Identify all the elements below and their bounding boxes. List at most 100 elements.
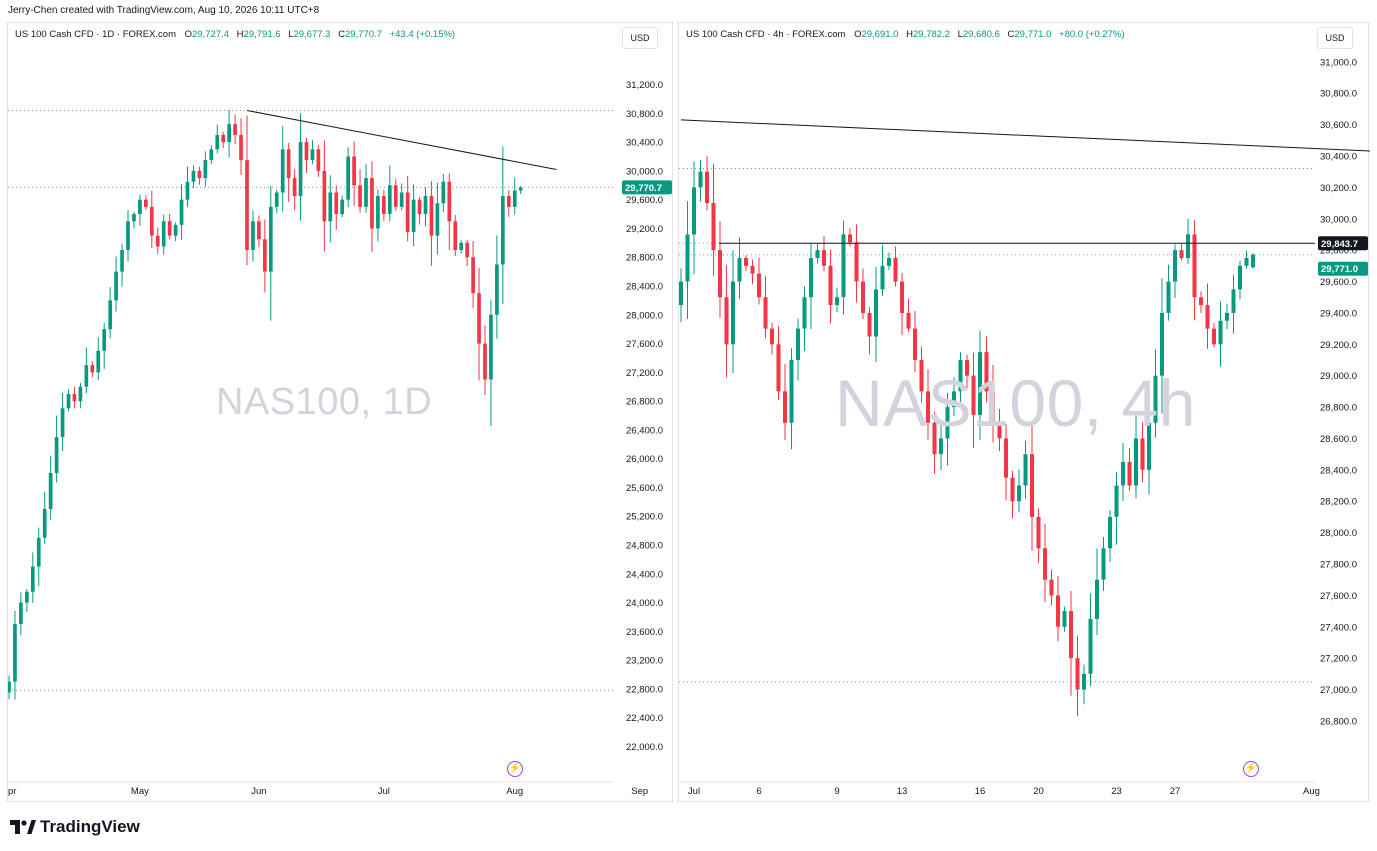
candle-body xyxy=(1010,477,1015,502)
h4-chart-panel[interactable]: 31,000.0 30,800.0 30,600.0 30,400.0 30,200.0… xyxy=(678,22,1370,803)
candle-body xyxy=(834,297,840,306)
candle-body xyxy=(298,142,303,197)
candle-body xyxy=(802,297,807,329)
high-value: 29,791.6 xyxy=(243,29,281,40)
change-value: +43.4 (+0.15%) xyxy=(389,29,456,40)
y-tick-label: 26,800.0 xyxy=(626,397,663,408)
candle-body xyxy=(711,203,716,251)
x-tick-label: Jul xyxy=(378,786,390,797)
candle-body xyxy=(382,196,386,215)
candle-body xyxy=(1166,281,1171,313)
symbol-label[interactable]: US 100 Cash CFD · 4h · FOREX.com xyxy=(686,29,846,40)
candle-body xyxy=(704,171,710,204)
y-tick-label: 30,800.0 xyxy=(1320,89,1357,100)
candle-body xyxy=(737,257,742,282)
x-tick-label: May xyxy=(131,786,149,797)
candle-body xyxy=(724,297,729,345)
close-value: 29,771.0 xyxy=(1014,29,1052,40)
daily-chart-panel[interactable]: 31,200.0 30,800.0 30,400.0 30,000.0 29,600.0… xyxy=(7,22,673,802)
candle-body xyxy=(815,250,820,258)
candle-body xyxy=(518,187,523,191)
x-tick-label: 6 xyxy=(756,786,761,797)
candle-body xyxy=(435,203,440,236)
candle-body xyxy=(1075,658,1080,690)
candle-body xyxy=(114,271,118,301)
low-label: L xyxy=(288,29,294,40)
candle-body xyxy=(1205,305,1210,329)
candle-body xyxy=(13,624,17,682)
h4-chart-canvas[interactable]: 31,000.0 30,800.0 30,600.0 30,400.0 30,200.0… xyxy=(679,23,1370,803)
y-tick-label: 24,000.0 xyxy=(626,598,663,609)
y-tick-label: 24,400.0 xyxy=(626,569,663,580)
candle-body xyxy=(245,160,249,251)
last-price-label-bg xyxy=(622,180,672,195)
candle-body xyxy=(808,257,814,298)
x-tick-label: Aug xyxy=(506,786,523,797)
candle-body xyxy=(1185,234,1191,258)
candle-body xyxy=(1224,312,1230,321)
candle-body xyxy=(120,250,124,272)
x-tick-label: Apr xyxy=(8,786,16,797)
y-tick-label: 30,000.0 xyxy=(1320,214,1357,225)
chart-attribution: Jerry-Chen created with TradingView.com,… xyxy=(8,5,320,16)
candle-body xyxy=(841,234,846,298)
currency-button[interactable]: USD xyxy=(1317,27,1353,49)
flash-icon[interactable]: ⚡ xyxy=(507,761,523,777)
candle-body xyxy=(233,124,237,135)
last-price-label-bg xyxy=(1318,261,1368,276)
y-tick-label: 27,200.0 xyxy=(626,368,663,379)
candle-body xyxy=(203,160,208,179)
candle-body xyxy=(501,196,505,265)
last-price-label: 29,771.0 xyxy=(1321,264,1358,275)
candle-body xyxy=(393,185,398,207)
candle-body xyxy=(964,359,970,376)
candle-body xyxy=(821,250,827,266)
candle-body xyxy=(90,365,95,373)
open-value: 29,727.4 xyxy=(192,29,230,40)
candle-body xyxy=(48,473,53,510)
candle-body xyxy=(263,239,267,272)
high-label: H xyxy=(236,29,244,40)
candle-body xyxy=(1211,328,1217,345)
y-tick-label: 30,400.0 xyxy=(626,138,663,149)
symbol-label[interactable]: US 100 Cash CFD · 1D · FOREX.com xyxy=(15,29,177,40)
candle-body xyxy=(860,281,866,313)
candle-body xyxy=(274,192,279,207)
candle-body xyxy=(310,149,315,161)
y-tick-label: 30,200.0 xyxy=(1320,183,1357,194)
y-tick-label: 29,200.0 xyxy=(1320,340,1357,351)
candle-body xyxy=(441,181,446,204)
candle-body xyxy=(155,235,160,247)
candle-body xyxy=(977,352,983,415)
candle-body xyxy=(1231,289,1236,313)
candle-body xyxy=(789,359,794,423)
candle-body xyxy=(191,170,196,182)
candle-body xyxy=(847,234,853,243)
x-tick-label: 27 xyxy=(1170,786,1181,797)
level-price-label-bg xyxy=(1318,236,1368,251)
candle-body xyxy=(340,199,345,215)
x-tick-label: 13 xyxy=(897,786,908,797)
candle-body xyxy=(1107,516,1113,549)
candle-body xyxy=(990,391,996,423)
candle-body xyxy=(1088,618,1093,674)
candle-body xyxy=(489,314,493,380)
candle-body xyxy=(854,242,859,282)
candle-body xyxy=(958,359,963,392)
candle-body xyxy=(1055,595,1061,627)
candle-body xyxy=(399,192,404,207)
candle-body xyxy=(886,257,892,266)
candle-body xyxy=(257,221,261,240)
x-tick-label: 9 xyxy=(834,786,839,797)
candle-body xyxy=(743,257,749,266)
candle-body xyxy=(215,134,220,150)
currency-button[interactable]: USD xyxy=(622,27,658,49)
candle-body xyxy=(685,234,690,282)
candle-body xyxy=(945,407,950,439)
candle-body xyxy=(167,221,172,236)
tradingview-logo[interactable]: TradingView xyxy=(10,817,140,837)
flash-icon[interactable]: ⚡ xyxy=(1243,761,1259,777)
high-value: 29,782.2 xyxy=(912,29,950,40)
daily-chart-canvas[interactable]: 31,200.0 30,800.0 30,400.0 30,000.0 29,600.0… xyxy=(8,23,674,803)
x-tick-label: Sep xyxy=(631,786,648,797)
